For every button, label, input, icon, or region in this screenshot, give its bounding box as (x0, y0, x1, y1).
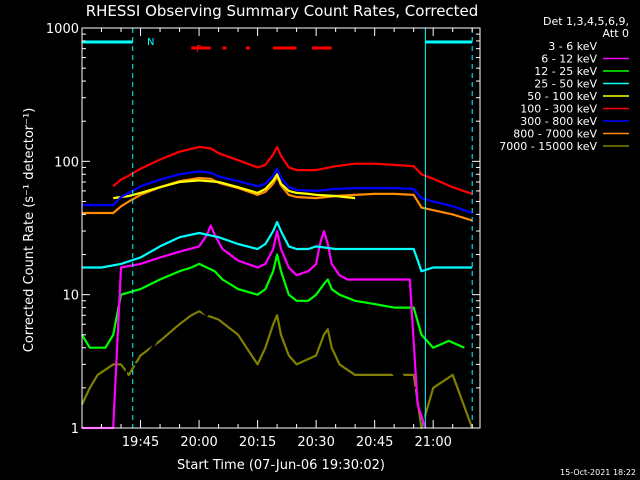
legend-entry-label: 100 - 300 keV (520, 103, 597, 116)
legend-entry-label: 6 - 12 keV (541, 53, 597, 66)
x-tick-label: 20:45 (356, 435, 393, 450)
series-line-4 (113, 173, 356, 200)
series-line-1 (82, 224, 427, 430)
x-tick-label: 20:15 (239, 435, 276, 450)
series-line-0 (82, 262, 427, 430)
y-tick-label: 1000 (46, 22, 79, 37)
annotations: N F (81, 28, 473, 428)
y-tick-label: 1 (71, 422, 79, 437)
y-tick-label: 100 (54, 155, 79, 170)
x-axis-label: Start Time (07-Jun-06 19:30:02) (177, 458, 385, 473)
x-tick-label: 20:30 (297, 435, 334, 450)
night-label: N (147, 37, 154, 48)
x-tick-label: 21:00 (414, 435, 451, 450)
axes: 1 10 100 1000 19:45 20:00 20:15 20:30 20:45 21:00 (46, 22, 481, 450)
legend-entry-label: 800 - 7000 keV (513, 128, 597, 141)
legend-entry-label: 25 - 50 keV (534, 78, 597, 91)
y-axis-label: Corrected Count Rate (s⁻¹ detector⁻¹) (22, 108, 37, 353)
y-tick-label: 10 (62, 289, 79, 304)
legend-header-line-1: Det 1,3,4,5,6,9, (543, 15, 629, 28)
series-line-6 (82, 167, 473, 215)
series-line-2 (81, 253, 465, 349)
chart-title: RHESSI Observing Summary Count Rates, Co… (86, 2, 479, 20)
legend-entry-label: 300 - 800 keV (520, 115, 597, 128)
series-line-3 (82, 221, 473, 273)
footer-date: 15-Oct-2021 18:22 (560, 468, 636, 477)
x-tick-label: 19:45 (122, 435, 159, 450)
series-line-5 (112, 145, 473, 195)
legend-entry-label: 50 - 100 keV (527, 90, 597, 103)
x-tick-label: 20:00 (180, 435, 217, 450)
legend-header-line-2: Att 0 (603, 27, 629, 40)
legend-entry-label: 12 - 25 keV (534, 65, 597, 78)
series-line-7 (82, 175, 473, 222)
plot-frame (81, 27, 481, 429)
legend-entry-label: 7000 - 15000 keV (499, 140, 597, 153)
plot-data-area (81, 145, 474, 430)
legend-entry-label: 3 - 6 keV (548, 40, 597, 53)
